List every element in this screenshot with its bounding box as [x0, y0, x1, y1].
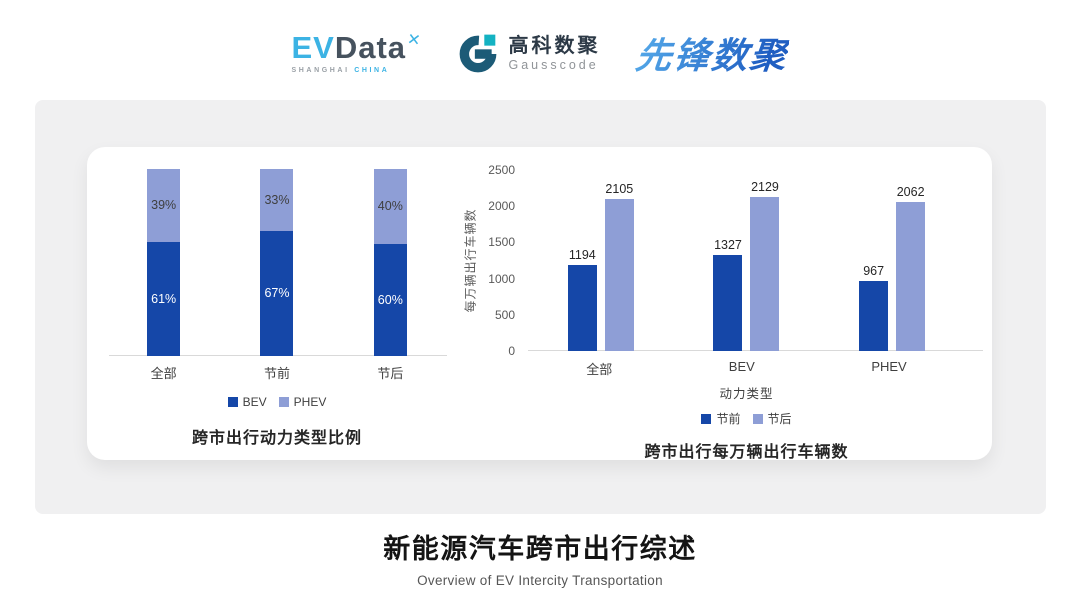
节后-bar: 2129	[750, 180, 780, 351]
left-legend-item: BEV	[227, 395, 267, 409]
节前-legend-label: 节前	[716, 412, 741, 426]
gausscode-en-name: Gausscode	[508, 57, 599, 72]
stacked-bar-节后: 40% 60%	[373, 169, 407, 356]
charts-card: 39% 61% 33% 67% 40% 60% 全部 节前 节后 BEV PHEV 跨市出行动力…	[35, 100, 1046, 514]
left-legend: BEV PHEV	[107, 395, 447, 409]
节后-value-label: 2129	[751, 179, 779, 194]
节后-legend-label: 节后	[767, 412, 792, 426]
bev-segment: 61%	[147, 241, 181, 356]
stacked-bar-节前: 33% 67%	[260, 169, 294, 356]
right-x-axis-title: 动力类型	[719, 387, 774, 401]
charts-panel: 39% 61% 33% 67% 40% 60% 全部 节前 节后 BEV PHEV 跨市出行动力…	[87, 147, 992, 462]
category-label-BEV: BEV	[728, 359, 755, 374]
phev-value-label: 33%	[264, 192, 290, 207]
grouped-bar-chart: 0 500 1000 1500 2000 2500 每万辆出行车辆数 1194 2105 13…	[464, 163, 983, 462]
bev-value-label: 67%	[264, 286, 290, 301]
y-tick-2500: 2500	[488, 163, 515, 177]
right-legend-item: 节后	[752, 410, 792, 427]
PHEV-legend-swatch	[278, 397, 289, 407]
left-chart-title: 跨市出行动力类型比例	[191, 430, 362, 447]
节后-bar: 2105	[604, 182, 634, 351]
节后-bar: 2062	[896, 185, 926, 351]
category-label-全部: 全部	[150, 366, 177, 381]
BEV-legend-swatch	[227, 397, 238, 407]
pioneer-shuju-logo: 先锋数聚	[634, 27, 791, 79]
节前-value-label: 1327	[714, 237, 742, 252]
节前-value-label: 1194	[568, 247, 596, 262]
bev-segment: 67%	[260, 230, 294, 356]
page-subtitle: Overview of EV Intercity Transportation	[417, 573, 663, 588]
category-label-全部: 全部	[586, 362, 613, 377]
bar-group-全部: 1194 2105	[567, 182, 634, 351]
evdata-ev-text: EV	[291, 30, 335, 65]
节后-value-label: 2062	[896, 184, 925, 199]
evdata-x-icon: ✕	[406, 31, 423, 50]
left-plot: 39% 61% 33% 67% 40% 60%	[107, 169, 447, 356]
节前-value-label: 967	[863, 264, 885, 278]
category-label-节后: 节后	[377, 366, 404, 381]
bev-value-label: 61%	[151, 291, 177, 306]
节前-bar: 1327	[713, 238, 743, 351]
stacked-bar-全部: 39% 61%	[147, 169, 181, 356]
right-legend-item: 节前	[701, 410, 741, 427]
phev-segment: 40%	[373, 169, 407, 244]
y-tick-0: 0	[508, 344, 515, 358]
phev-segment: 39%	[147, 169, 181, 242]
phev-segment: 33%	[260, 169, 294, 231]
right-plot: 0 500 1000 1500 2000 2500 每万辆出行车辆数 1194 2105 13…	[464, 163, 983, 358]
evdata-logo: EVData✕ SHANGHAI CHINA	[291, 30, 423, 74]
bev-value-label: 60%	[377, 292, 403, 307]
bar-group-BEV: 1327 2129	[713, 180, 780, 351]
category-label-PHEV: PHEV	[871, 359, 907, 374]
phev-value-label: 39%	[151, 198, 177, 213]
category-label-节前: 节前	[263, 366, 290, 381]
page-footer: 新能源汽车跨市出行综述 Overview of EV Intercity Tra…	[0, 527, 1080, 588]
phev-value-label: 40%	[377, 199, 403, 214]
left-category-labels: 全部 节前 节后	[107, 363, 447, 382]
left-legend-item: PHEV	[278, 395, 327, 409]
y-tick-1500: 1500	[488, 235, 515, 250]
evdata-data-text: Data	[334, 30, 407, 65]
right-chart-title: 跨市出行每万辆出行车辆数	[644, 444, 849, 461]
BEV-legend-label: BEV	[242, 395, 267, 409]
stacked-bar-chart: 39% 61% 33% 67% 40% 60% 全部 节前 节后 BEV PHEV 跨市出行动力…	[107, 169, 447, 448]
bar-group-PHEV: 967 2062	[859, 185, 926, 351]
节前-legend-swatch	[701, 413, 712, 424]
节前-bar: 1194	[567, 248, 597, 351]
evdata-wordmark: EVData✕	[291, 30, 423, 65]
节前-bar: 967	[859, 264, 889, 351]
PHEV-legend-label: PHEV	[293, 395, 327, 409]
gausscode-text: 高科数聚 Gausscode	[508, 35, 600, 72]
节后-legend-swatch	[752, 413, 763, 424]
right-category-labels: 全部 BEV PHEV	[528, 359, 965, 378]
right-legend: 节前 节后	[528, 410, 965, 427]
brand-logos-header: EVData✕ SHANGHAI CHINA 高科数聚 Gausscode 先锋…	[0, 24, 1080, 82]
gausscode-cn-name: 高科数聚	[508, 34, 601, 57]
gausscode-g-icon	[460, 34, 497, 73]
y-tick-2000: 2000	[488, 199, 515, 214]
right-y-axis-title: 每万辆出行车辆数	[463, 208, 478, 313]
节后-value-label: 2105	[605, 181, 634, 196]
page-title: 新能源汽车跨市出行综述	[383, 534, 697, 564]
gausscode-logo: 高科数聚 Gausscode	[457, 32, 600, 74]
bev-segment: 60%	[373, 243, 407, 356]
right-y-axis-ticks: 0 500 1000 1500 2000 2500	[475, 163, 515, 358]
evdata-tagline: SHANGHAI CHINA	[291, 67, 390, 74]
y-tick-1000: 1000	[488, 271, 515, 286]
y-tick-500: 500	[494, 307, 515, 322]
